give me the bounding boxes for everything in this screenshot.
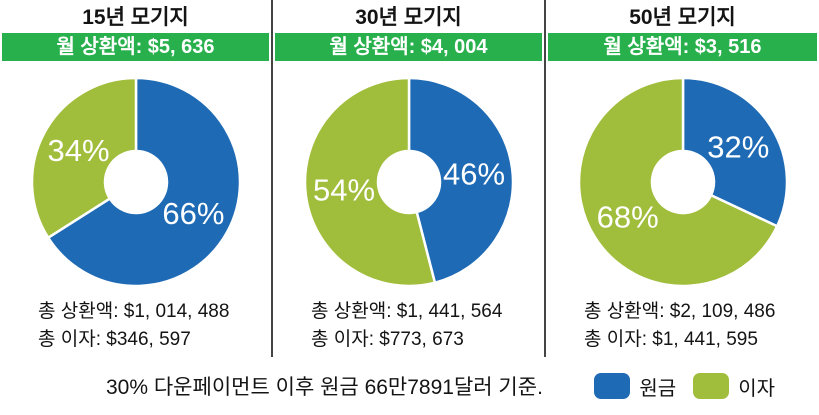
chart-columns: 15년 모기지 월 상환액: $5, 636 66% 34% 총 상환액: $1,…: [0, 0, 819, 357]
total-payment-text: 총 상환액: $1, 441, 564: [311, 301, 503, 322]
legend-item-principal: 원금: [594, 372, 676, 401]
total-payment-text: 총 상환액: $2, 109, 486: [584, 301, 776, 322]
donut-chart: 66% 34%: [30, 76, 241, 288]
donut-chart: 46% 54%: [303, 76, 514, 288]
column-title: 15년 모기지: [82, 6, 189, 29]
interest-color-swatch: [693, 373, 730, 399]
monthly-payment-banner: 월 상환액: $5, 636: [2, 33, 269, 61]
column-50-year-mortgage: 50년 모기지 월 상환액: $3, 516 32% 68% 총 상환액: $2,…: [546, 0, 819, 357]
donut-slice-principal: [407, 76, 514, 284]
principal-color-swatch: [594, 373, 631, 399]
total-interest-text: 총 이자: $346, 597: [38, 329, 191, 350]
footnote-text: 30% 다운페이먼트 이후 원금 66만7891달러 기준.: [106, 376, 543, 399]
column-title: 30년 모기지: [355, 6, 462, 29]
totals-block: 총 상환액: $1, 014, 488 총 이자: $346, 597: [38, 298, 271, 354]
legend: 원금 이자: [594, 372, 775, 401]
percent-label-principal: 46%: [442, 156, 504, 191]
totals-block: 총 상환액: $2, 109, 486 총 이자: $1, 441, 595: [584, 298, 819, 354]
percent-label-interest: 54%: [312, 173, 374, 208]
footer: 30% 다운페이먼트 이후 원금 66만7891달러 기준. 원금 이자: [0, 357, 819, 415]
percent-label-principal: 32%: [707, 129, 769, 164]
total-interest-text: 총 이자: $773, 673: [311, 329, 464, 350]
donut-slice-interest: [577, 76, 778, 288]
total-payment-text: 총 상환액: $1, 014, 488: [38, 301, 230, 322]
legend-label-interest: 이자: [738, 377, 775, 400]
percent-label-interest: 68%: [596, 200, 658, 235]
monthly-payment-banner: 월 상환액: $4, 004: [275, 33, 542, 61]
column-15-year-mortgage: 15년 모기지 월 상환액: $5, 636 66% 34% 총 상환액: $1,…: [0, 0, 273, 357]
monthly-payment-banner: 월 상환액: $3, 516: [548, 33, 817, 61]
column-30-year-mortgage: 30년 모기지 월 상환액: $4, 004 46% 54% 총 상환액: $1,…: [273, 0, 546, 357]
donut-chart-area: 32% 68%: [546, 74, 819, 290]
legend-label-principal: 원금: [639, 377, 677, 400]
donut-slice-principal: [46, 76, 241, 288]
donut-chart: 32% 68%: [577, 76, 788, 288]
legend-item-interest: 이자: [693, 372, 775, 401]
donut-slice-interest: [303, 76, 436, 288]
total-interest-text: 총 이자: $1, 441, 595: [584, 329, 758, 350]
donut-slice-interest: [30, 76, 137, 239]
donut-chart-area: 66% 34%: [0, 74, 271, 290]
donut-slice-principal: [681, 76, 788, 228]
totals-block: 총 상환액: $1, 441, 564 총 이자: $773, 673: [311, 298, 544, 354]
column-title: 50년 모기지: [629, 6, 736, 29]
percent-label-interest: 34%: [47, 133, 109, 168]
donut-chart-area: 46% 54%: [273, 74, 544, 290]
percent-label-principal: 66%: [162, 196, 224, 231]
